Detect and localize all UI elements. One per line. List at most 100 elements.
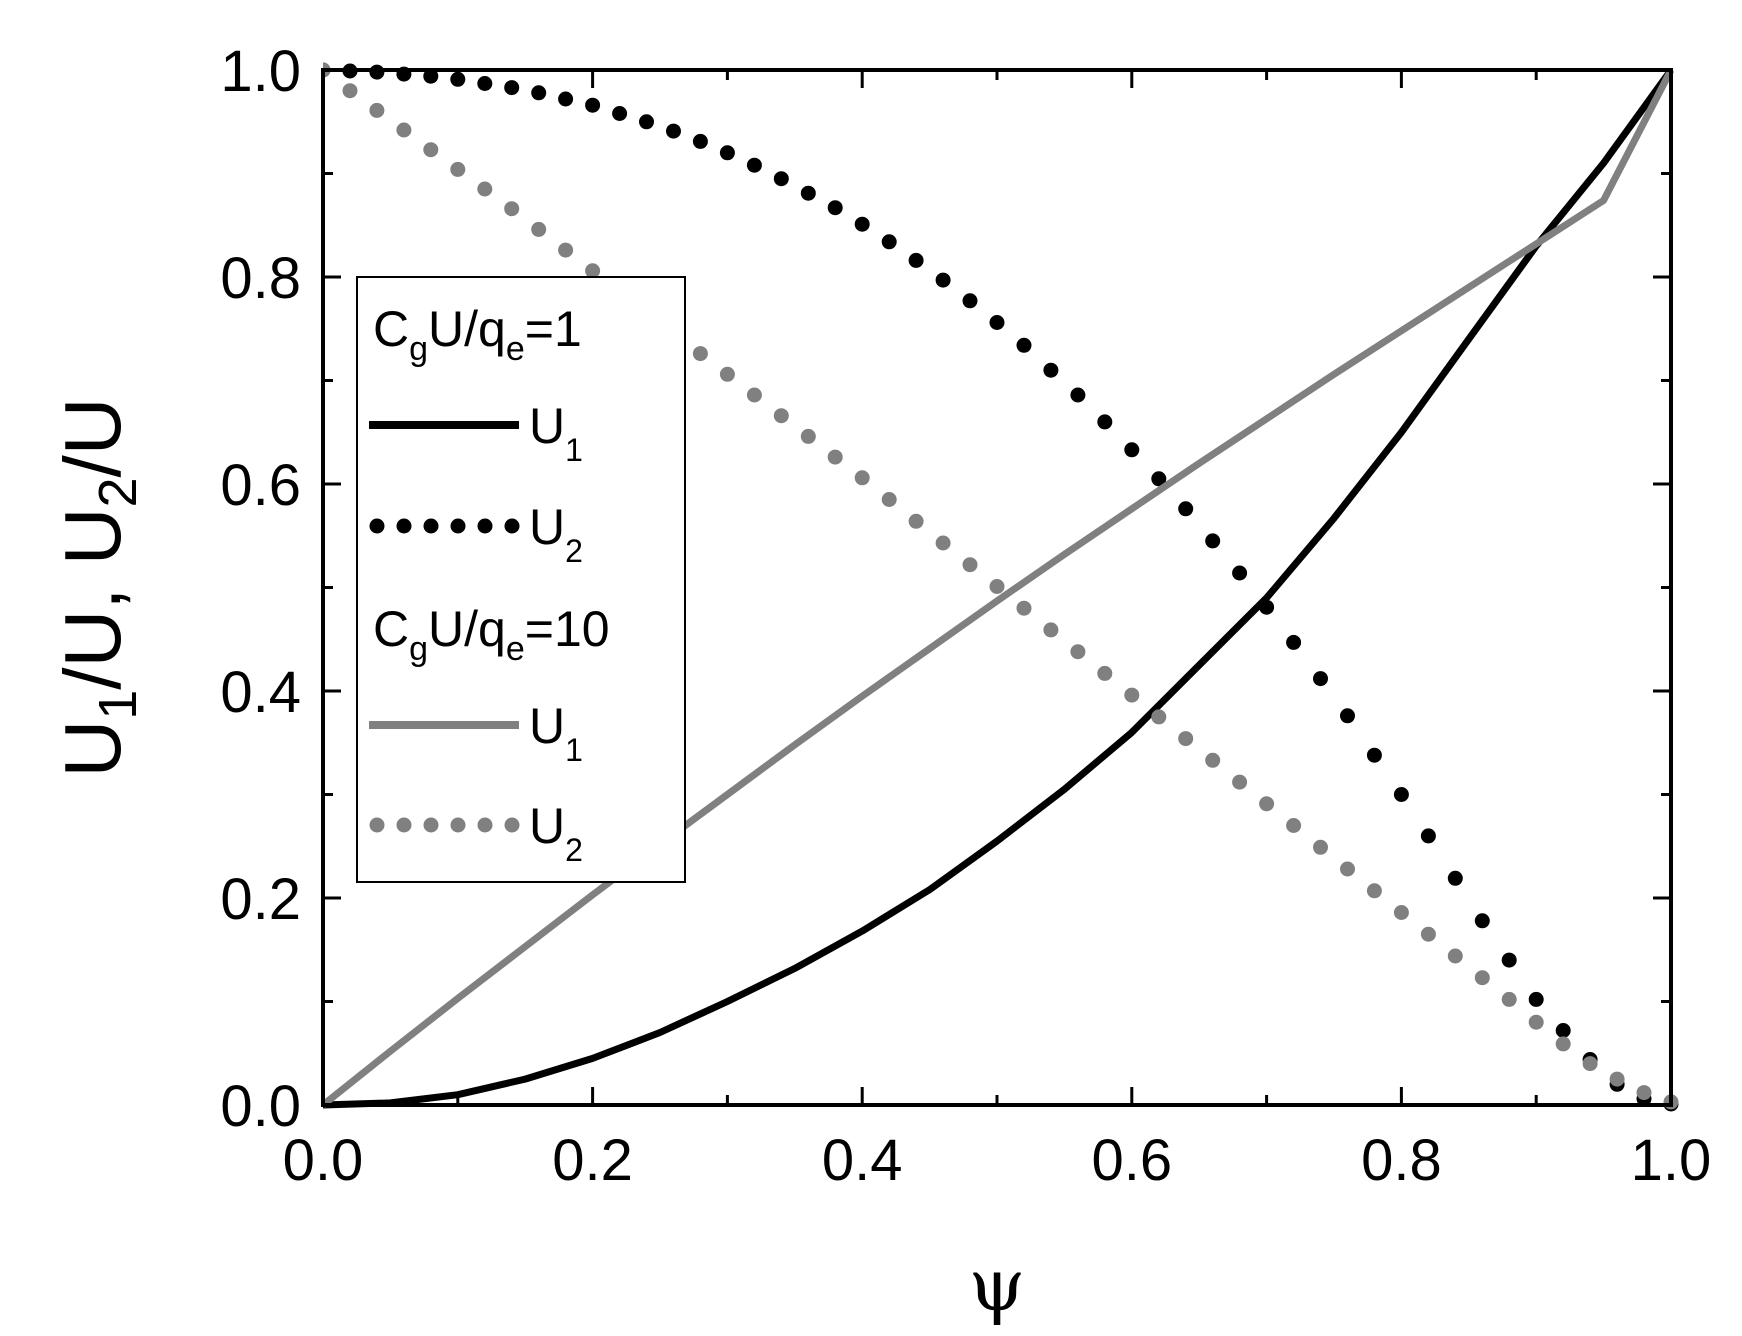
legend-label-0-0-main: U bbox=[529, 398, 565, 454]
y-axis-title-part-1: 1 bbox=[88, 690, 148, 720]
series-point-3-24 bbox=[962, 557, 978, 573]
series-point-1-35 bbox=[1259, 599, 1275, 615]
legend-swatch-1-1-dot-4 bbox=[477, 817, 493, 833]
y-axis-title: U1/U, U2/U bbox=[48, 397, 148, 777]
series-point-1-6 bbox=[477, 76, 493, 91]
series-point-3-4 bbox=[423, 142, 439, 158]
series-point-3-30 bbox=[1124, 687, 1140, 703]
series-point-1-14 bbox=[692, 133, 708, 149]
legend-label-0-1: U2 bbox=[529, 499, 583, 569]
series-point-3-44 bbox=[1501, 991, 1517, 1007]
series-point-3-42 bbox=[1447, 948, 1463, 964]
legend-swatch-0-1-dot-1 bbox=[396, 518, 412, 534]
series-point-3-15 bbox=[719, 366, 735, 382]
legend-label-1-0-main: U bbox=[529, 698, 565, 754]
series-point-3-29 bbox=[1097, 665, 1113, 681]
series-point-1-43 bbox=[1474, 913, 1490, 929]
series-point-1-13 bbox=[666, 123, 681, 139]
series-point-1-10 bbox=[585, 97, 601, 113]
y-tick-label-2: 0.4 bbox=[220, 660, 301, 725]
legend-label-1-1-sub: 2 bbox=[565, 832, 583, 868]
x-tick-label-1: 0.2 bbox=[552, 1128, 633, 1193]
legend-header-1-part-1: g bbox=[409, 630, 428, 668]
series-point-1-34 bbox=[1232, 565, 1248, 581]
series-point-3-27 bbox=[1043, 622, 1059, 638]
series-point-3-33 bbox=[1205, 752, 1221, 768]
series-point-1-11 bbox=[612, 106, 628, 121]
series-point-3-36 bbox=[1286, 818, 1302, 833]
legend-header-0-part-0: C bbox=[373, 301, 409, 357]
legend-swatch-1-1-dot-5 bbox=[504, 817, 520, 833]
series-line-2 bbox=[323, 68, 1675, 1108]
legend-swatch-0-1-dot-0 bbox=[369, 518, 385, 534]
series-point-1-24 bbox=[962, 293, 978, 309]
y-axis-title-part-0: U bbox=[48, 720, 137, 778]
series-point-1-29 bbox=[1097, 414, 1113, 430]
series-point-3-45 bbox=[1528, 1014, 1544, 1030]
series-point-3-47 bbox=[1582, 1056, 1598, 1072]
series-point-3-7 bbox=[504, 201, 520, 217]
series-point-1-32 bbox=[1178, 501, 1194, 517]
legend-swatch-0-1-dot-2 bbox=[423, 518, 439, 534]
series-point-3-20 bbox=[854, 470, 870, 486]
legend-label-0-1-main: U bbox=[529, 499, 565, 555]
series-point-1-33 bbox=[1205, 533, 1221, 549]
legend-header-0-part-3: e bbox=[506, 330, 525, 368]
series-point-1-8 bbox=[531, 85, 547, 101]
series-point-3-18 bbox=[800, 428, 816, 444]
legend-header-1-part-4: =10 bbox=[525, 601, 610, 657]
series-point-1-40 bbox=[1393, 787, 1409, 802]
y-axis-title-part-2: /U, U bbox=[48, 507, 137, 689]
legend-label-0-1-sub: 2 bbox=[565, 533, 583, 569]
series-point-1-15 bbox=[719, 145, 735, 161]
series-point-3-9 bbox=[558, 242, 574, 258]
series-point-1-30 bbox=[1124, 442, 1140, 458]
series-point-1-37 bbox=[1313, 671, 1328, 687]
series-point-3-35 bbox=[1259, 796, 1275, 812]
series-point-3-38 bbox=[1340, 861, 1355, 877]
series-point-3-34 bbox=[1232, 774, 1248, 790]
series-point-3-21 bbox=[881, 492, 897, 507]
legend-swatch-1-1-dot-1 bbox=[396, 817, 412, 833]
series-point-1-19 bbox=[827, 200, 843, 216]
series-point-3-6 bbox=[477, 181, 493, 197]
series-point-1-38 bbox=[1340, 708, 1355, 724]
legend-label-1-0-sub: 1 bbox=[565, 732, 583, 768]
series-point-1-44 bbox=[1501, 952, 1517, 968]
series-point-1-42 bbox=[1447, 870, 1463, 886]
series-point-3-32 bbox=[1178, 731, 1194, 747]
series-point-1-27 bbox=[1043, 362, 1059, 378]
series-point-3-5 bbox=[450, 161, 466, 177]
series-point-3-3 bbox=[396, 122, 412, 138]
series-point-1-26 bbox=[1016, 337, 1032, 353]
series-point-3-1 bbox=[342, 83, 358, 99]
series-point-3-19 bbox=[827, 449, 843, 465]
y-tick-label-1: 0.2 bbox=[220, 867, 301, 932]
series-layer bbox=[323, 62, 1679, 1112]
series-point-1-46 bbox=[1555, 1023, 1571, 1038]
y-tick-label-0: 0.0 bbox=[220, 1074, 301, 1139]
legend-header-0-part-2: U/q bbox=[428, 301, 506, 357]
series-point-1-25 bbox=[989, 315, 1005, 330]
series-point-1-41 bbox=[1420, 828, 1436, 844]
legend-label-1-1-main: U bbox=[529, 798, 565, 854]
series-point-3-10 bbox=[585, 263, 601, 279]
series-point-3-14 bbox=[692, 346, 708, 362]
x-axis-title: ψ bbox=[969, 1243, 1025, 1327]
series-point-1-2 bbox=[369, 64, 385, 80]
legend-header-0-part-1: g bbox=[409, 330, 428, 368]
x-tick-label-4: 0.8 bbox=[1361, 1128, 1442, 1193]
series-point-1-7 bbox=[504, 80, 520, 96]
y-tick-label-4: 0.8 bbox=[220, 246, 301, 311]
series-point-1-45 bbox=[1528, 991, 1544, 1007]
series-point-3-41 bbox=[1420, 926, 1436, 942]
series-point-1-4 bbox=[423, 68, 439, 84]
series-point-1-36 bbox=[1286, 634, 1302, 650]
legend-swatch-1-1-dot-2 bbox=[423, 817, 439, 833]
series-point-3-23 bbox=[935, 535, 951, 551]
legend-header-0-part-4: =1 bbox=[525, 301, 582, 357]
series-point-3-8 bbox=[531, 221, 547, 237]
series-point-1-18 bbox=[800, 185, 816, 201]
series-point-1-16 bbox=[746, 157, 762, 173]
